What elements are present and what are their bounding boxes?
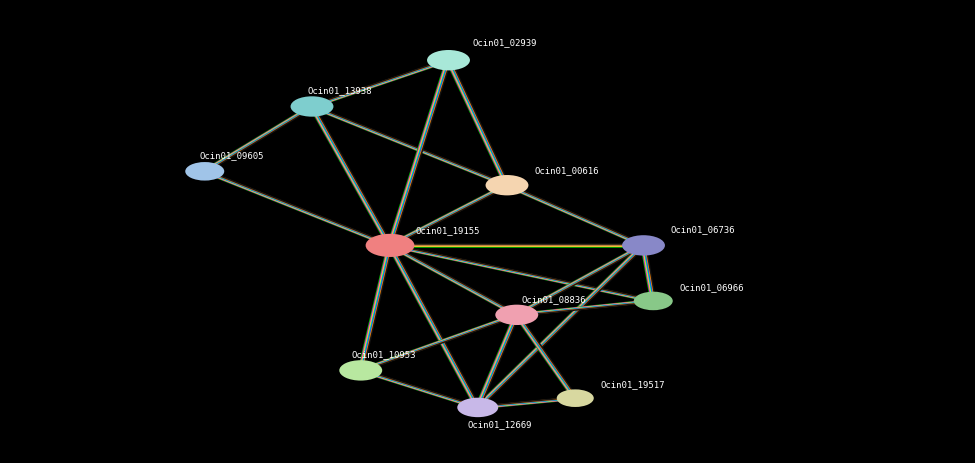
Text: Ocin01_13938: Ocin01_13938	[307, 86, 371, 95]
Text: Ocin01_19517: Ocin01_19517	[601, 380, 665, 389]
Text: Ocin01_00616: Ocin01_00616	[534, 166, 599, 175]
Circle shape	[622, 235, 665, 256]
Text: Ocin01_12669: Ocin01_12669	[468, 420, 532, 430]
Text: Ocin01_10953: Ocin01_10953	[351, 350, 415, 360]
Text: Ocin01_02939: Ocin01_02939	[473, 38, 537, 47]
Text: Ocin01_19155: Ocin01_19155	[415, 226, 480, 235]
Circle shape	[457, 398, 498, 417]
Text: Ocin01_06736: Ocin01_06736	[671, 225, 735, 235]
Circle shape	[486, 175, 528, 195]
Circle shape	[427, 50, 470, 70]
Circle shape	[634, 292, 673, 310]
Circle shape	[366, 234, 414, 257]
Text: Ocin01_08836: Ocin01_08836	[522, 295, 586, 304]
Text: Ocin01_06966: Ocin01_06966	[680, 283, 744, 293]
Text: Ocin01_09605: Ocin01_09605	[200, 151, 264, 161]
Circle shape	[291, 96, 333, 117]
Circle shape	[339, 360, 382, 381]
Circle shape	[557, 389, 594, 407]
Circle shape	[185, 162, 224, 181]
Circle shape	[495, 305, 538, 325]
